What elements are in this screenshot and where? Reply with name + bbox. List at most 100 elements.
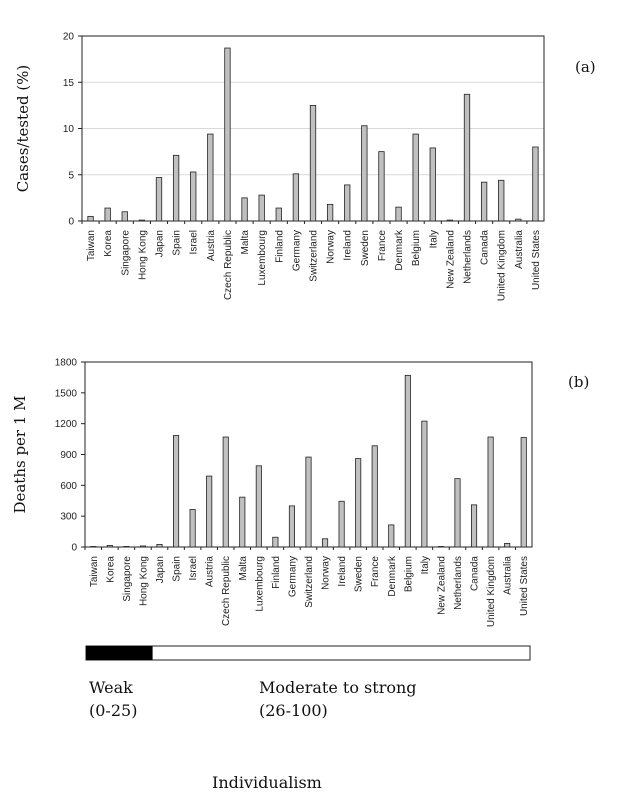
chart-panel-b: 0 300 600 900 1200 1500 1800 Taiwan Korea Singapo… bbox=[11, 358, 589, 628]
panel-a-panel-label: (a) bbox=[575, 58, 596, 76]
panel-b-bar-luxembourg bbox=[255, 465, 262, 548]
panel-b-y-tick-label: 0 bbox=[71, 543, 77, 554]
panel-a-bar-italy bbox=[429, 147, 436, 222]
panel-b-y-tick-label: 1200 bbox=[55, 419, 78, 430]
panel-b-x-tick-label: Korea bbox=[105, 556, 116, 583]
scale-bar-weak-segment bbox=[86, 646, 153, 660]
panel-b-x-tick-label: Luxembourg bbox=[254, 556, 265, 612]
panel-a-bar-germany bbox=[292, 173, 300, 222]
panel-b-y-tick-label: 600 bbox=[60, 481, 77, 492]
panel-b-x-tick-label: Canada bbox=[470, 556, 481, 591]
panel-b-bar-norway bbox=[322, 538, 329, 548]
panel-b-x-tick-label: Ireland bbox=[337, 556, 348, 587]
panel-b-x-tick-label: Netherlands bbox=[453, 556, 464, 610]
panel-a-bar-korea bbox=[104, 207, 111, 222]
panel-a-bar-switzerland bbox=[309, 104, 317, 222]
panel-a-bar-finland bbox=[275, 207, 282, 222]
panel-a-bar-sweden bbox=[361, 125, 368, 222]
panel-b-x-tick-label: Australia bbox=[503, 556, 514, 595]
panel-a-x-tick-label: Spain bbox=[172, 230, 183, 256]
panel-a-x-tick-label: United States bbox=[531, 230, 542, 290]
panel-a-bar-united-states bbox=[532, 146, 539, 222]
panel-a-x-tick-label: Canada bbox=[480, 230, 491, 265]
panel-b-y-tick-label: 900 bbox=[60, 450, 77, 461]
panel-a-x-tick-label: Taiwan bbox=[86, 230, 97, 261]
panel-a-bar-israel bbox=[190, 171, 197, 222]
panel-a-x-tick-label: Hong Kong bbox=[137, 230, 148, 280]
individualism-title: Individualism bbox=[212, 773, 322, 792]
panel-b-bar-finland bbox=[272, 536, 279, 548]
strong-range-text: (26-100) bbox=[259, 701, 328, 720]
panel-b-bar-japan bbox=[156, 544, 163, 548]
panel-b-x-tick-label: France bbox=[370, 556, 381, 588]
panel-a-x-tick-label: Norway bbox=[326, 230, 337, 264]
panel-b-panel-label: (b) bbox=[568, 373, 589, 391]
panel-b-x-tick-label: Italy bbox=[420, 556, 431, 574]
panel-b-bar-austria bbox=[206, 475, 213, 548]
weak-range-text: (0-25) bbox=[89, 701, 138, 720]
strong-label-text: Moderate to strong bbox=[259, 678, 417, 697]
panel-b-bar-malta bbox=[239, 496, 246, 548]
panel-a-x-tick-label: Korea bbox=[103, 230, 114, 257]
panel-b-bar-france bbox=[371, 445, 378, 548]
panel-b-bar-spain bbox=[173, 435, 180, 548]
panel-a-x-tick-label: Finland bbox=[274, 230, 285, 263]
weak-label: Weak (0-25) bbox=[89, 676, 137, 722]
panel-b-y-tick-label: 1500 bbox=[55, 388, 78, 399]
panel-a-x-tick-label: Japan bbox=[155, 230, 166, 257]
panel-a-x-tick-label: Austria bbox=[206, 230, 217, 262]
panel-b-bar-czech-republic bbox=[222, 436, 229, 548]
panel-b-bar-united-states bbox=[520, 437, 527, 548]
panel-a-x-tick-label: Luxembourg bbox=[257, 230, 268, 286]
panel-a-bar-belgium bbox=[412, 133, 419, 222]
panel-a-x-tick-label: New Zealand bbox=[445, 230, 456, 289]
panel-b-x-tick-label: Japan bbox=[155, 556, 166, 583]
weak-label-text: Weak bbox=[89, 678, 133, 697]
panel-b-x-tick-label: Israel bbox=[188, 556, 199, 580]
panel-a-x-tick-label: Italy bbox=[428, 230, 439, 248]
panel-b-x-tick-label: Singapore bbox=[122, 556, 133, 602]
panel-a-bar-hong-kong bbox=[138, 219, 146, 222]
panel-a-bar-taiwan bbox=[87, 215, 94, 222]
panel-a-bar-spain bbox=[172, 154, 180, 222]
panel-b-x-tick-label: United Kingdom bbox=[486, 556, 497, 627]
panel-b-y-tick-label: 300 bbox=[60, 512, 77, 523]
panel-a-bar-norway bbox=[326, 203, 334, 222]
panel-a-y-tick-label: 20 bbox=[63, 32, 75, 43]
panel-b-x-tick-label: Hong Kong bbox=[138, 556, 149, 606]
panel-b-x-tick-label: Denmark bbox=[387, 555, 398, 597]
panel-b-x-tick-label: Malta bbox=[238, 556, 249, 581]
chart-panel-a: 0 5 10 15 20 Taiwan Korea Singapore Hong Kong Jap… bbox=[14, 32, 596, 302]
panel-a-bar-ireland bbox=[344, 184, 351, 222]
panel-b-bar-switzerland bbox=[305, 456, 312, 548]
panel-b-x-tick-label: Spain bbox=[172, 556, 183, 582]
panel-a-bar-czech-republic bbox=[224, 47, 231, 222]
panel-b-x-tick-label: Taiwan bbox=[89, 556, 100, 587]
panel-b-x-tick-label: Norway bbox=[321, 556, 332, 590]
panel-b-x-tick-label: Germany bbox=[287, 556, 298, 597]
panel-a-x-tick-label: Australia bbox=[514, 230, 525, 269]
panel-b-bar-australia bbox=[504, 543, 511, 548]
panel-b-x-tick-label: Sweden bbox=[354, 556, 365, 592]
individualism-scale-bar bbox=[85, 645, 531, 661]
panel-a-x-tick-label: Malta bbox=[240, 230, 251, 255]
panel-b-bar-korea bbox=[106, 545, 113, 548]
panel-a-x-tick-label: Denmark bbox=[394, 229, 405, 271]
panel-b-x-tick-label: Belgium bbox=[403, 556, 414, 592]
panel-b-bar-belgium bbox=[404, 374, 411, 548]
panel-b-bar-denmark bbox=[388, 524, 395, 548]
panel-b-y-tick-label: 1800 bbox=[55, 358, 78, 369]
panel-b-x-tick-label: United States bbox=[519, 556, 530, 616]
panel-b-bar-ireland bbox=[338, 500, 345, 548]
panel-b-x-tick-label: Austria bbox=[205, 556, 216, 588]
panel-a-y-tick-label: 5 bbox=[68, 170, 74, 181]
panel-a-bar-france bbox=[378, 151, 385, 222]
panel-a-bar-singapore bbox=[121, 211, 128, 222]
panel-a-x-tick-label: Netherlands bbox=[463, 230, 474, 284]
panel-b-x-tick-label: Czech Republic bbox=[221, 556, 232, 626]
strong-label: Moderate to strong (26-100) bbox=[259, 676, 417, 722]
panel-a-x-tick-label: United Kingdom bbox=[497, 230, 508, 301]
panel-b-bar-canada bbox=[471, 504, 478, 548]
panel-a-y-tick-label: 10 bbox=[63, 124, 75, 135]
